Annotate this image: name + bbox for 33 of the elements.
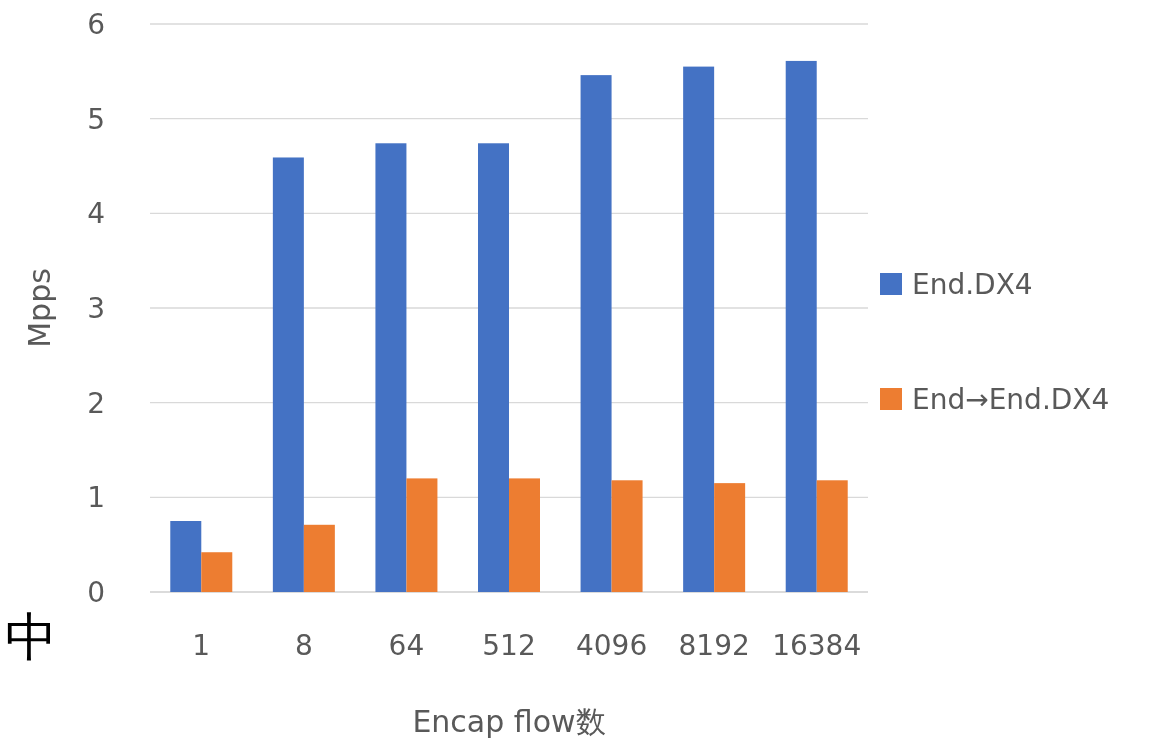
y-tick-label: 3	[87, 292, 105, 325]
bar	[785, 60, 817, 592]
text: 中	[5, 607, 57, 667]
x-tick-label: 4096	[575, 629, 648, 662]
x-tick-label: 1	[192, 629, 211, 662]
bar	[272, 157, 304, 592]
y-tick-label: 0	[87, 576, 105, 609]
x-tick-label: 16384	[772, 629, 862, 662]
x-tick-label: 64	[388, 629, 425, 662]
bar	[375, 143, 407, 592]
bar	[580, 75, 612, 592]
y-tick-label: 1	[87, 481, 105, 515]
bar	[303, 524, 335, 592]
y-tick-label: 6	[87, 8, 105, 41]
x-tick-label: 8	[294, 629, 313, 662]
bar	[509, 478, 540, 592]
legend-label: End→End.DX4	[912, 383, 1110, 416]
y-axis-title: Mpps	[22, 268, 57, 348]
x-tick-label: 512	[482, 629, 536, 662]
bar	[816, 480, 848, 592]
bar	[170, 521, 202, 592]
y-tick-label: 5	[87, 102, 105, 136]
bar	[611, 480, 643, 592]
x-axis-title: Encap flow数	[412, 704, 606, 739]
y-tick-label: 4	[87, 197, 105, 231]
legend-label: End.DX4	[912, 268, 1033, 301]
bar	[406, 478, 438, 592]
bar	[478, 143, 509, 592]
y-tick-label: 2	[87, 386, 105, 420]
bar	[714, 483, 746, 592]
bar	[201, 552, 233, 592]
bar	[683, 66, 715, 592]
x-tick-label: 8192	[678, 629, 750, 662]
